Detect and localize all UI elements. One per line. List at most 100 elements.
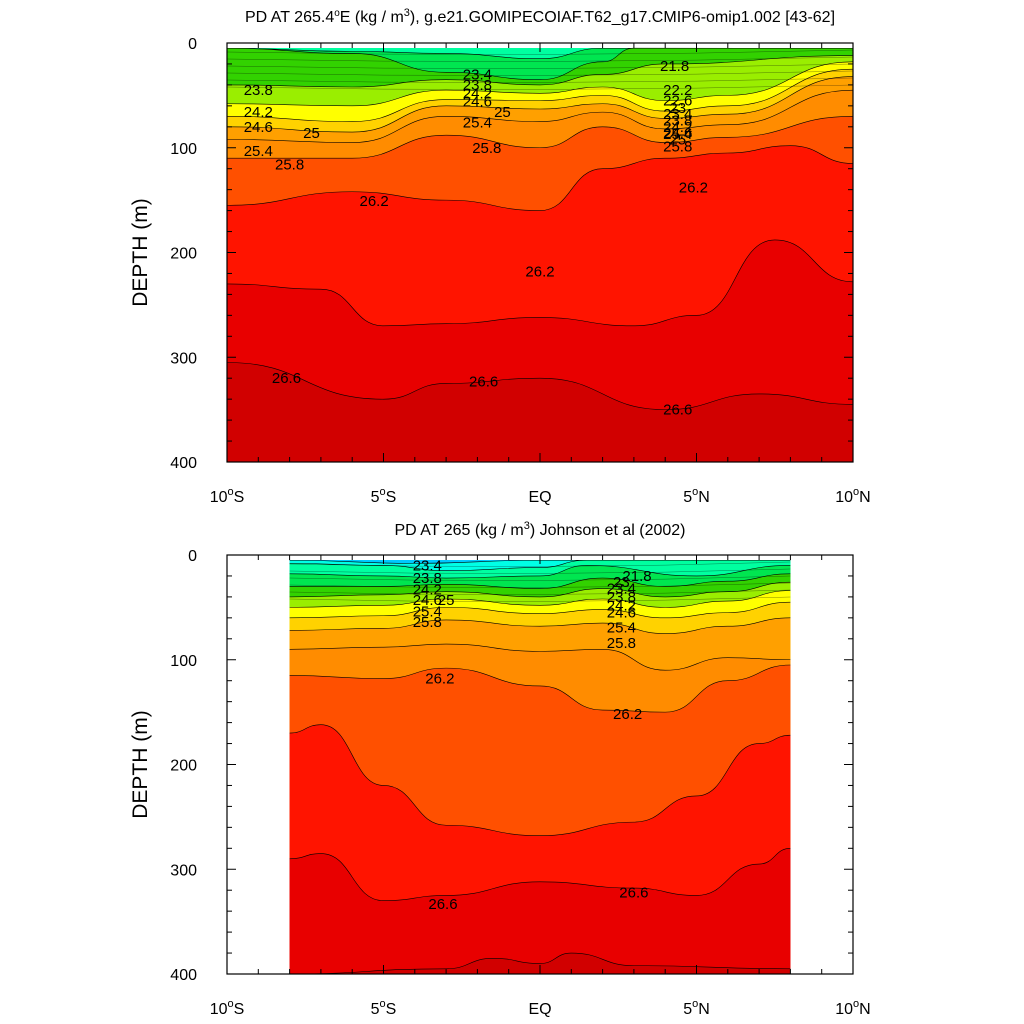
contour-label: 26.2 <box>613 706 642 723</box>
surface-contour-line <box>289 582 791 588</box>
x-tick-label: EQ <box>528 1001 551 1018</box>
surface-contour-line <box>227 49 853 55</box>
y-tick-label: 200 <box>170 246 197 263</box>
density-band-27-4 <box>289 848 791 974</box>
contour-line-27-4 <box>289 848 791 901</box>
contour-label: 25.8 <box>607 635 636 652</box>
contour-line-23-4 <box>227 47 853 80</box>
contour-label: 24.2 <box>607 597 636 614</box>
contour-label: 26.6 <box>469 373 498 390</box>
contour-label: 25 <box>494 104 511 121</box>
x-tick-label: 5oS <box>371 998 397 1018</box>
contour-label: 25.4 <box>607 619 636 636</box>
contour-label: 24.2 <box>244 104 273 121</box>
y-tick-label: 400 <box>170 455 197 472</box>
surface-contour-line <box>289 575 791 581</box>
y-tick-label: 100 <box>170 653 197 670</box>
contour-label: 25.8 <box>275 157 304 174</box>
surface-contour-line <box>289 568 791 574</box>
contour-label: 24.2 <box>413 582 442 599</box>
contour-label: 21.8 <box>622 568 651 585</box>
x-tick-label: 5oN <box>683 486 710 506</box>
contour-line-25-4 <box>289 601 791 619</box>
contour-label: 23.8 <box>463 77 492 94</box>
contour-line-26-6 <box>289 664 791 713</box>
contour-line-23-8 <box>227 55 853 88</box>
contour-label: 26.2 <box>360 193 389 210</box>
contour-label: 25.8 <box>663 139 692 156</box>
contour-line-26-2 <box>289 643 791 671</box>
surface-contour-line <box>227 56 853 62</box>
y-tick-label: 0 <box>188 36 197 53</box>
contour-label: 25.8 <box>413 614 442 631</box>
contour-line-25 <box>289 590 791 608</box>
y-tick-label: 0 <box>188 548 197 565</box>
upper-panel-model: 23.824.224.6 2525.425.826.223.423.824.224… <box>129 7 871 506</box>
x-tick-label: 5oS <box>371 486 397 506</box>
x-tick-label: 10oS <box>210 486 245 506</box>
contour-label: 23 <box>669 100 686 117</box>
contour-label: 23.8 <box>244 82 273 99</box>
contour-line-25 <box>227 76 853 133</box>
contour-label: 26.6 <box>663 402 692 419</box>
y-axis-title: DEPTH (m) <box>129 710 152 819</box>
y-tick-label: 200 <box>170 758 197 775</box>
x-tick-label: 10oN <box>835 998 870 1018</box>
y-axis-title: DEPTH (m) <box>129 198 152 307</box>
y-tick-label: 300 <box>170 862 197 879</box>
contour-label: 25.4 <box>463 115 492 132</box>
contour-line-24-6 <box>227 68 853 122</box>
contour-label: 24.6 <box>663 125 692 142</box>
x-axis: 10oS 5oS EQ 5oN 10oN <box>210 43 871 506</box>
contour-line-26-6 <box>227 239 853 327</box>
contour-label: 23.8 <box>607 589 636 606</box>
chart-title: PD AT 265 (kg / m3) Johnson et al (2002) <box>394 520 685 539</box>
contour-label: 24.6 <box>607 605 636 622</box>
contour-field: 23.423.824.224.62525.425.826.226.626.626… <box>289 557 791 974</box>
y-tick-label: 300 <box>170 350 197 367</box>
contour-label: 23.8 <box>663 113 692 130</box>
contour-label: 25.8 <box>472 140 501 157</box>
contour-line-27 <box>289 724 791 837</box>
contour-label: 23 <box>613 574 630 591</box>
contour-label: 24.6 <box>413 592 442 609</box>
contour-line-23-4 <box>289 559 791 572</box>
contour-label: 25.4 <box>413 604 442 621</box>
x-axis: 10oS 5oS EQ 5oN 10oN <box>210 555 871 1018</box>
surface-contour-line <box>227 84 853 90</box>
contour-label: 24.6 <box>463 94 492 111</box>
contour-label: 26.6 <box>272 370 301 387</box>
contour-label: 22.2 <box>663 82 692 99</box>
contour-line-25-8 <box>289 617 791 634</box>
surface-contour-line <box>289 596 791 602</box>
x-tick-label: 10oS <box>210 998 245 1018</box>
y-axis: 0 100 200 300 400 <box>170 36 853 472</box>
density-band-27 <box>227 362 853 462</box>
contour-label: 24.6 <box>244 119 273 136</box>
contour-line-27 <box>227 362 853 410</box>
contour-line-24-2 <box>289 573 791 589</box>
contour-label: 22.6 <box>663 93 692 110</box>
y-axis: 0 100 200 300 400 <box>170 548 853 984</box>
contour-field: 23.824.224.6 2525.425.826.223.423.824.224… <box>227 47 853 462</box>
contour-label: 25 <box>438 592 455 609</box>
contour-label: 23.4 <box>463 66 492 83</box>
contour-line-25-8 <box>227 116 853 159</box>
contour-label: 25.4 <box>663 126 692 143</box>
contour-label: 26.2 <box>679 180 708 197</box>
surface-contour-line <box>227 63 853 69</box>
contour-line-26-2 <box>227 145 853 211</box>
contour-label: 26.2 <box>425 671 454 688</box>
contour-label: 23.8 <box>413 570 442 587</box>
surface-contour-line <box>289 589 791 595</box>
surface-contour-line <box>227 77 853 83</box>
contour-label: 26.6 <box>428 896 457 913</box>
contour-line-27-8 <box>289 952 791 974</box>
contour-label: 25 <box>669 131 686 148</box>
contour-label: 24.2 <box>663 119 692 136</box>
contour-line-24-2 <box>227 61 853 107</box>
x-tick-label: EQ <box>528 489 551 506</box>
y-tick-label: 100 <box>170 141 197 158</box>
contour-label: 23.4 <box>663 106 692 123</box>
